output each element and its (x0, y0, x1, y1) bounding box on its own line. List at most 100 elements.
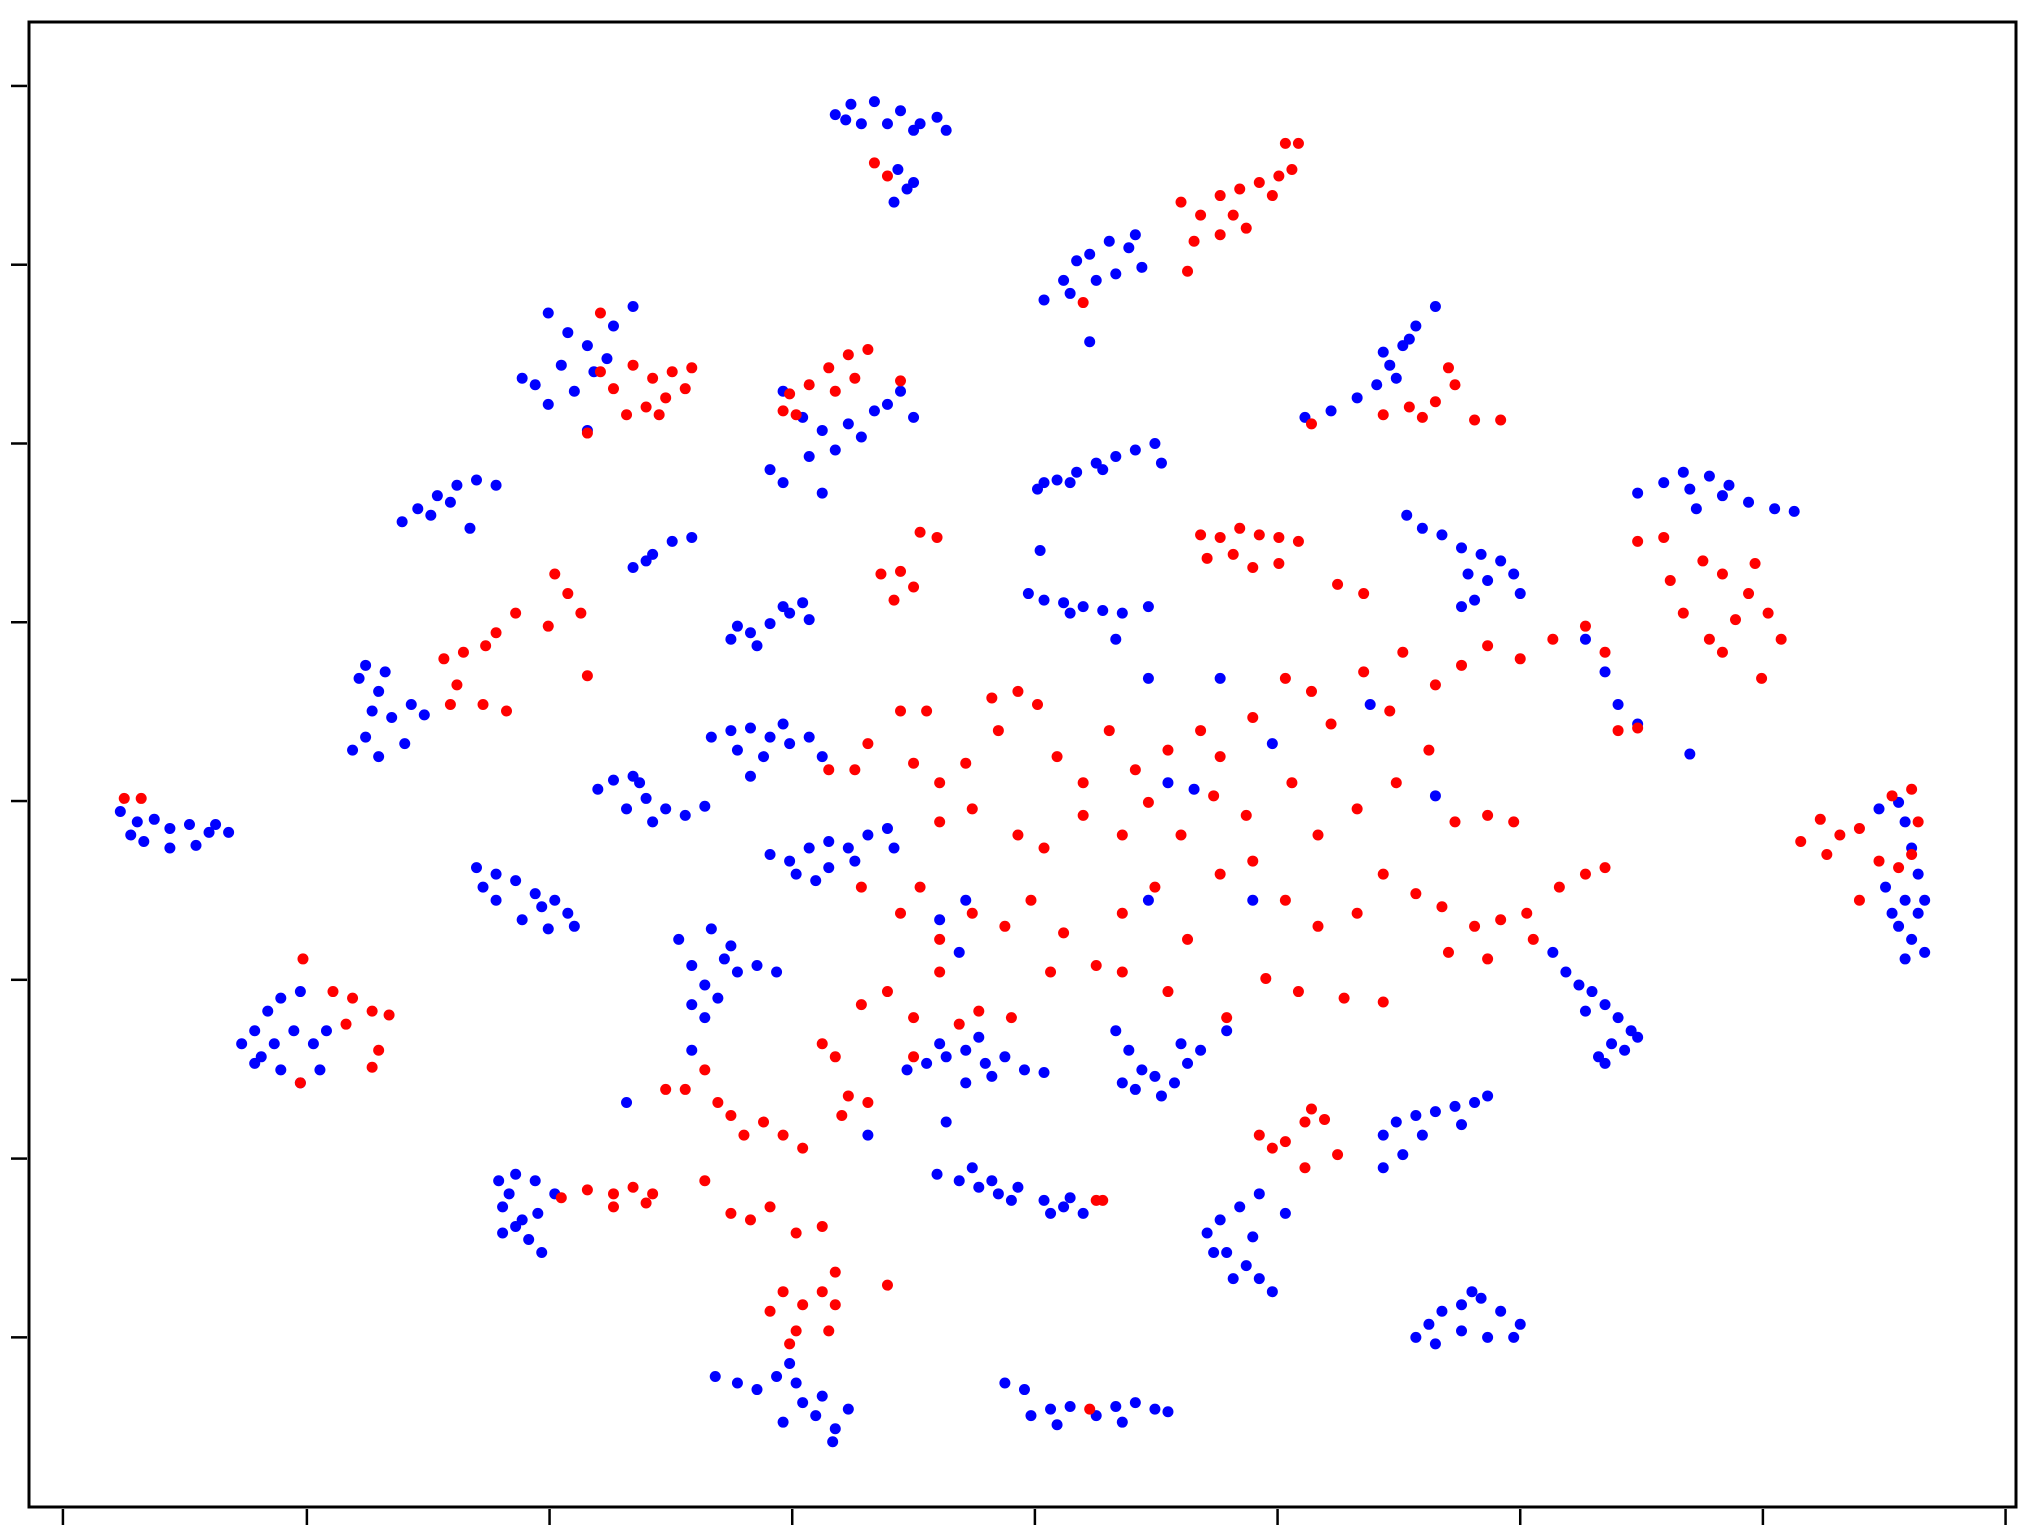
point (1690, 503, 1702, 515)
point (731, 620, 743, 632)
point (627, 300, 639, 312)
point (1436, 529, 1448, 541)
point (868, 405, 880, 417)
point (960, 894, 972, 906)
point (1253, 177, 1265, 189)
point (379, 666, 391, 678)
point (444, 698, 456, 710)
point (1599, 1057, 1611, 1069)
point (1899, 953, 1911, 965)
point (1025, 1410, 1037, 1422)
point (501, 705, 513, 717)
point (1110, 1025, 1122, 1037)
point (777, 1416, 789, 1428)
point (627, 359, 639, 371)
point (1410, 888, 1422, 900)
point (340, 1018, 352, 1030)
point (1416, 522, 1428, 534)
point (1005, 1012, 1017, 1024)
point (1573, 979, 1585, 991)
point (1149, 1070, 1161, 1082)
point (493, 1175, 505, 1187)
point (777, 601, 789, 613)
point (764, 1305, 776, 1317)
point (840, 114, 852, 126)
point (1677, 607, 1689, 619)
point (164, 842, 176, 854)
point (347, 744, 359, 756)
point (1273, 170, 1285, 182)
point (784, 388, 796, 400)
point (771, 1371, 783, 1383)
point (647, 1188, 659, 1200)
point (1756, 672, 1768, 684)
point (490, 627, 502, 639)
point (1142, 601, 1154, 613)
point (777, 1286, 789, 1298)
point (1743, 496, 1755, 508)
point (125, 829, 137, 841)
point (1749, 558, 1761, 570)
point (627, 1181, 639, 1193)
point (666, 535, 678, 547)
point (1658, 531, 1670, 543)
point (1795, 835, 1807, 847)
point (908, 581, 920, 593)
point (1762, 607, 1774, 619)
point (751, 959, 763, 971)
point (1697, 555, 1709, 567)
point (490, 479, 502, 491)
point (477, 698, 489, 710)
point (1599, 862, 1611, 874)
point (1247, 1231, 1259, 1243)
point (953, 1175, 965, 1187)
point (1853, 822, 1865, 834)
point (712, 992, 724, 1004)
point (660, 1083, 672, 1095)
point (1129, 764, 1141, 776)
point (1032, 698, 1044, 710)
point (1495, 414, 1507, 426)
point (314, 1064, 326, 1076)
point (1025, 894, 1037, 906)
point (1351, 907, 1363, 919)
point (1664, 575, 1676, 587)
point (881, 986, 893, 998)
point (1325, 718, 1337, 730)
point (790, 1325, 802, 1337)
point (1527, 933, 1539, 945)
point (529, 1175, 541, 1187)
point (1234, 1201, 1246, 1213)
point (1175, 196, 1187, 208)
point (862, 1096, 874, 1108)
point (823, 835, 835, 847)
point (777, 718, 789, 730)
point (1064, 1192, 1076, 1204)
point (1912, 907, 1924, 919)
point (135, 792, 147, 804)
point (405, 698, 417, 710)
point (1612, 1012, 1624, 1024)
point (1110, 268, 1122, 280)
point (1684, 748, 1696, 760)
point (892, 163, 904, 175)
point (751, 1384, 763, 1396)
point (581, 427, 593, 439)
point (816, 487, 828, 499)
point (1155, 1090, 1167, 1102)
point (829, 1051, 841, 1063)
point (1482, 1090, 1494, 1102)
point (555, 1192, 567, 1204)
point (1168, 1077, 1180, 1089)
point (1110, 1401, 1122, 1413)
point (1475, 548, 1487, 560)
point (640, 1197, 652, 1209)
point (1149, 437, 1161, 449)
point (594, 366, 606, 378)
point (973, 1181, 985, 1193)
point (1436, 901, 1448, 913)
point (1305, 1103, 1317, 1115)
point (373, 1044, 385, 1056)
point (908, 1012, 920, 1024)
